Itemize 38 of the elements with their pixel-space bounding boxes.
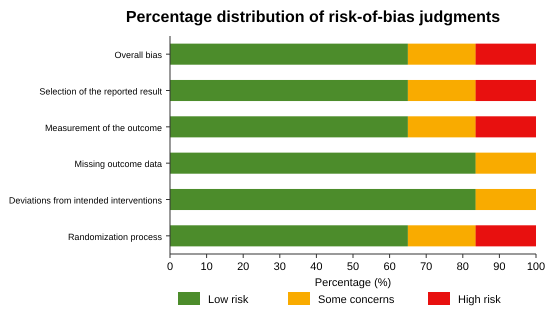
x-tick-label: 0	[166, 261, 174, 273]
bar	[476, 80, 536, 102]
x-axis-title: Percentage (%)	[314, 277, 392, 289]
legend-label: Some concerns	[318, 294, 395, 306]
legend-label: High risk	[458, 294, 502, 306]
bar	[170, 116, 408, 138]
x-tick-label: 30	[274, 261, 286, 273]
bar	[476, 152, 536, 174]
y-tick-label: Overall bias	[114, 50, 162, 60]
bar	[408, 225, 476, 246]
bar	[170, 188, 476, 210]
x-tick-label: 40	[310, 261, 323, 273]
x-tick-label: 60	[383, 261, 396, 273]
y-tick-label: Selection of the reported result	[39, 86, 162, 96]
x-tick-label: 90	[493, 261, 506, 273]
bar	[476, 225, 536, 246]
y-tick-label: Deviations from intended interventions	[8, 196, 162, 206]
bar	[408, 116, 476, 138]
bar	[408, 44, 476, 65]
legend-label: Low risk	[208, 294, 249, 306]
chart-title: Percentage distribution of risk-of-bias judgments	[126, 9, 500, 26]
bar	[170, 152, 476, 174]
bar	[476, 188, 536, 210]
x-tick-label: 20	[237, 261, 250, 273]
bar	[170, 80, 408, 102]
x-tick-label: 10	[200, 261, 213, 273]
bar	[408, 80, 476, 102]
x-tick-label: 80	[456, 261, 469, 273]
y-tick-label: Measurement of the outcome	[44, 122, 162, 133]
bar	[476, 116, 536, 138]
x-tick-label: 50	[346, 261, 360, 273]
y-tick-label: Missing outcome data	[74, 159, 162, 170]
bar	[476, 44, 536, 65]
y-tick-label: Randomization process	[68, 232, 162, 242]
bar	[170, 44, 408, 65]
x-tick-label: 70	[420, 261, 432, 273]
x-tick-label: 100	[526, 261, 546, 273]
bar	[170, 225, 408, 246]
